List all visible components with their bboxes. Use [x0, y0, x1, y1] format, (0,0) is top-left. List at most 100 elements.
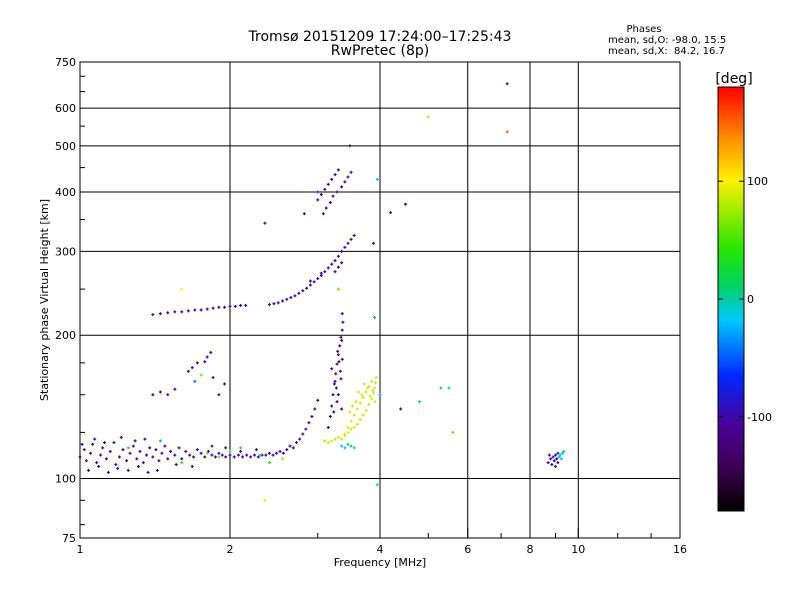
data-point: [553, 453, 557, 457]
data-point: [135, 457, 139, 461]
colorbar-tick-label: 100: [747, 175, 768, 188]
data-point: [95, 461, 99, 465]
data-point: [556, 451, 560, 455]
data-point: [360, 393, 364, 397]
data-point: [346, 175, 350, 179]
data-point: [184, 449, 188, 453]
data-point: [340, 328, 344, 332]
data-point: [556, 461, 560, 465]
data-point: [148, 446, 152, 450]
data-point: [340, 312, 344, 316]
data-point: [375, 177, 379, 181]
data-point: [205, 307, 209, 311]
data-point: [217, 393, 221, 397]
data-point: [158, 439, 162, 443]
x-tick-label: 10: [571, 543, 585, 556]
data-point: [101, 446, 105, 450]
data-point: [553, 464, 557, 468]
data-point: [253, 453, 257, 457]
y-tick-label: 100: [55, 473, 76, 486]
data-point: [209, 350, 213, 354]
data-point: [305, 286, 309, 290]
data-point: [355, 407, 359, 411]
data-point: [354, 400, 358, 404]
data-point: [349, 237, 353, 241]
data-point: [285, 297, 289, 301]
data-point: [343, 180, 347, 184]
data-point: [258, 453, 262, 457]
data-point: [256, 455, 260, 459]
data-point: [239, 449, 243, 453]
data-point: [151, 313, 155, 317]
data-point: [308, 279, 312, 283]
data-point: [343, 446, 347, 450]
y-tick-label: 750: [55, 56, 76, 69]
data-point: [558, 453, 562, 457]
data-point: [223, 305, 227, 309]
data-point: [346, 425, 350, 429]
data-point: [297, 291, 301, 295]
data-point: [236, 453, 240, 457]
data-point: [356, 390, 360, 394]
data-point: [298, 437, 302, 441]
data-point: [228, 304, 232, 308]
y-tick-label: 500: [55, 140, 76, 153]
data-point: [352, 413, 356, 417]
y-axis: 75 100 200 300 400 500 600 750: [55, 56, 85, 545]
data-point: [126, 446, 130, 450]
data-point: [352, 446, 356, 450]
data-point: [336, 435, 340, 439]
data-point: [119, 435, 123, 439]
data-point: [378, 393, 382, 397]
data-point: [249, 455, 253, 459]
data-point: [332, 410, 336, 414]
data-point: [220, 453, 224, 457]
data-point: [186, 369, 190, 373]
data-point: [232, 455, 236, 459]
data-point: [330, 439, 334, 443]
data-point: [352, 425, 356, 429]
data-point: [338, 344, 342, 348]
data-point: [228, 453, 232, 457]
phase-stats-x: mean, sd,X: 84.2, 16.7: [608, 46, 725, 57]
data-point: [343, 432, 347, 436]
data-point: [417, 400, 421, 404]
data-point: [550, 463, 554, 467]
data-point: [193, 379, 197, 383]
data-point: [174, 463, 178, 467]
data-point: [547, 453, 551, 457]
data-point: [99, 453, 103, 457]
data-point: [244, 303, 248, 307]
data-point: [233, 304, 237, 308]
data-point: [333, 173, 337, 177]
x-axis: 1 2 4 6 8 10 16: [77, 528, 687, 556]
data-point: [160, 451, 164, 455]
data-point: [288, 444, 292, 448]
data-point: [361, 395, 365, 399]
x-tick-label: 8: [527, 543, 534, 556]
colorbar-tick-label: -100: [747, 411, 772, 424]
data-point: [451, 430, 455, 434]
data-point: [267, 303, 271, 307]
data-point: [336, 349, 340, 353]
data-point: [335, 400, 339, 404]
data-point: [276, 301, 280, 305]
data-point: [203, 360, 207, 364]
data-point: [340, 249, 344, 253]
data-point: [126, 468, 130, 472]
data-point: [84, 459, 88, 463]
data-point: [334, 372, 338, 376]
data-point: [163, 444, 167, 448]
x-axis-label: Frequency [MHz]: [334, 556, 426, 569]
data-point: [133, 439, 137, 443]
x-tick-label: 6: [464, 543, 471, 556]
data-point: [199, 451, 203, 455]
data-point: [552, 459, 556, 463]
data-point: [312, 280, 316, 284]
data-point: [114, 463, 118, 467]
data-point: [199, 308, 203, 312]
data-point: [223, 382, 227, 386]
data-point: [319, 193, 323, 197]
data-point: [310, 414, 314, 418]
data-point: [217, 451, 221, 455]
